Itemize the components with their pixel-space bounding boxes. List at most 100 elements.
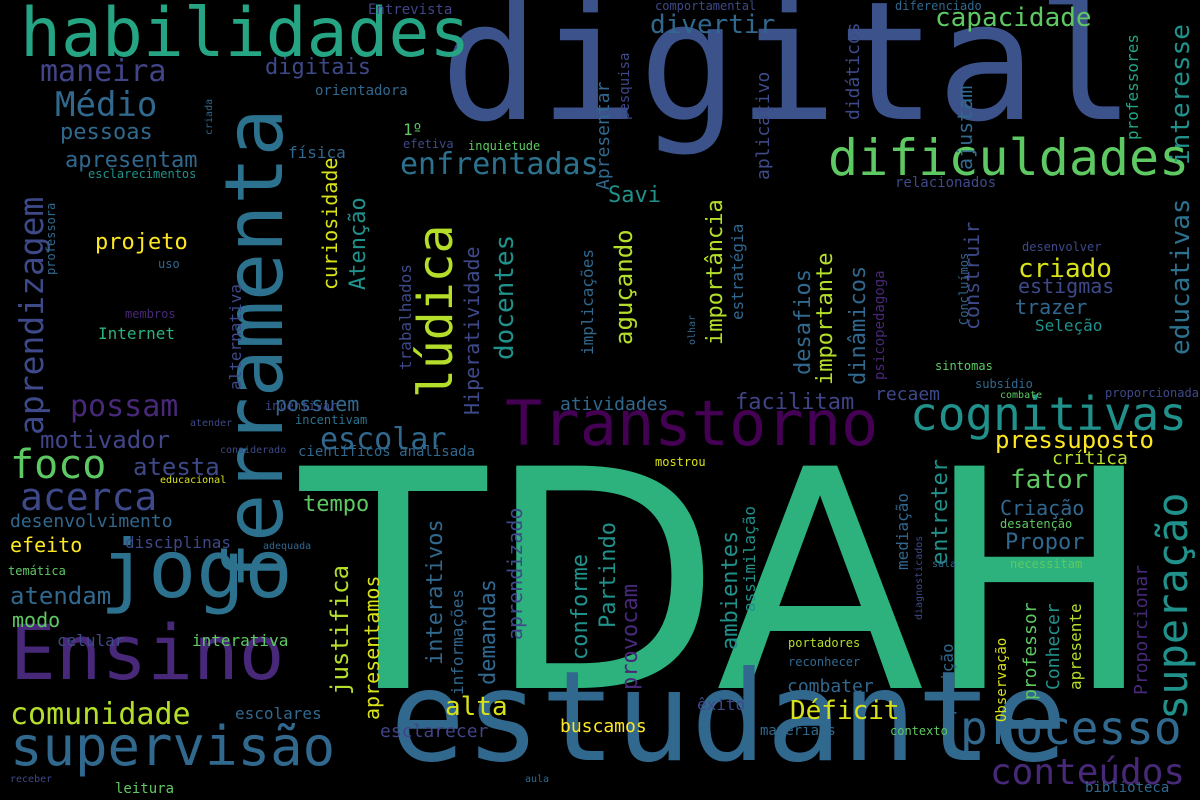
cloud-word: didáticos [843,22,864,120]
cloud-word: estigmas [1018,274,1115,298]
cloud-word: escolar [320,422,447,457]
cloud-word: trazer [1015,295,1088,319]
cloud-word: uso [158,257,180,271]
cloud-word: habilidades [20,0,471,73]
cloud-word: adequada [263,541,312,552]
cloud-word: orientadora [315,83,408,99]
cloud-word: diagnosticados [914,535,925,620]
cloud-word: educativas [1166,198,1196,355]
cloud-word: 1º [403,120,423,139]
cloud-word: Propor [1005,530,1085,555]
cloud-word: cognitivas [910,387,1187,441]
cloud-word: Proporcionar [1131,564,1152,695]
cloud-word: justifica [326,564,354,695]
cloud-word: alta [445,692,508,722]
cloud-word: portadores [788,636,861,650]
cloud-word: recaem [875,384,941,405]
cloud-word: digital [440,0,1136,158]
cloud-word: necessitam [1010,557,1083,571]
cloud-word: materiais [760,723,836,739]
cloud-word: mostrou [655,455,706,469]
cloud-word: divertir [650,10,776,40]
cloud-word: pesquisa [617,52,633,120]
cloud-word: Criação [1000,496,1085,520]
cloud-word: diferenciado [895,0,982,13]
cloud-word: criado [1018,254,1112,284]
cloud-word: contexto [890,724,948,738]
cloud-word: atividades [560,394,669,415]
cloud-word: jogo [100,523,293,616]
cloud-word: desafios [791,269,816,375]
cloud-word: motivador [40,426,171,454]
cloud-word: Conhecer [1043,603,1064,690]
cloud-word: capacidade [935,3,1092,33]
cloud-word: apresentamos [360,575,384,721]
cloud-word: lúdica [408,224,464,398]
cloud-word: esclarecimentos [88,167,197,181]
cloud-word: científicos analisada [298,444,476,460]
cloud-word: estratégia [728,223,747,320]
cloud-word: aprendizado [503,507,527,640]
cloud-word: curiosidade [318,157,342,290]
cloud-word: possam [70,389,179,424]
cloud-word: atender [190,418,233,429]
cloud-word: facilitam [735,390,855,415]
cloud-word: Savi [608,183,661,208]
cloud-word: pressuposto [995,426,1154,454]
cloud-word: importância [703,199,728,345]
cloud-word: provocam [618,584,643,690]
cloud-word: desenvolvimento [10,511,173,532]
cloud-word: biblioteca [1085,780,1170,796]
cloud-word: Partindo [596,522,621,628]
cloud-word: apresente [1066,603,1085,690]
cloud-word: ambientes [718,530,743,650]
cloud-word: atendam [10,582,112,610]
cloud-word: projeto [95,230,188,255]
cloud-word: aquisição [938,643,957,730]
cloud-word: modo [12,608,61,632]
cloud-word: celular [57,631,125,650]
cloud-word: Atenção [346,197,371,290]
cloud-word: foco [10,442,107,488]
cloud-word: dinâmicos [846,265,871,385]
cloud-word: sintomas [935,359,993,373]
cloud-word: digitais [265,55,371,80]
cloud-word: criada [204,98,215,135]
cloud-word: mediação [893,492,912,570]
cloud-word: sala [932,559,957,570]
cloud-word: TDAH [300,405,1154,760]
cloud-word: combater [787,676,874,697]
cloud-word: esclarecer [380,721,489,742]
cloud-word: Observação [994,637,1010,722]
cloud-word: implicações [578,249,597,355]
cloud-word: possuem [275,392,360,416]
cloud-word: acerca [20,475,158,519]
cloud-word: desenvolver [1022,240,1102,254]
cloud-word: temática [8,564,66,578]
cloud-word: reconhecer [788,655,861,669]
cloud-word: importante [813,252,838,385]
cloud-word: professora [44,202,58,275]
cloud-word: pessoas [60,120,153,145]
cloud-word: Apresentar [593,81,614,190]
cloud-word: incentivam [295,413,368,427]
cloud-word: escolares [235,704,322,723]
cloud-word: receber [10,774,53,785]
cloud-word: desatenção [1000,517,1073,531]
cloud-word: docentes [490,234,520,360]
cloud-word: Ensino [10,608,285,697]
cloud-word: alternativa [226,284,245,390]
cloud-word: atesta [133,453,220,481]
cloud-word: interativos [423,519,448,665]
cloud-word: buscamos [560,716,647,737]
cloud-word: relacionados [895,175,997,191]
cloud-word: informações [448,589,467,695]
cloud-word: Seleção [1035,316,1103,335]
cloud-word: Médio [55,85,158,125]
cloud-word: Hiperatividade [460,246,484,415]
cloud-word: estudante [390,645,1068,790]
cloud-word: comunidade [10,697,191,732]
cloud-word: processo [960,701,1182,755]
cloud-word: inquietude [468,139,541,153]
cloud-word: maneira [40,54,167,89]
